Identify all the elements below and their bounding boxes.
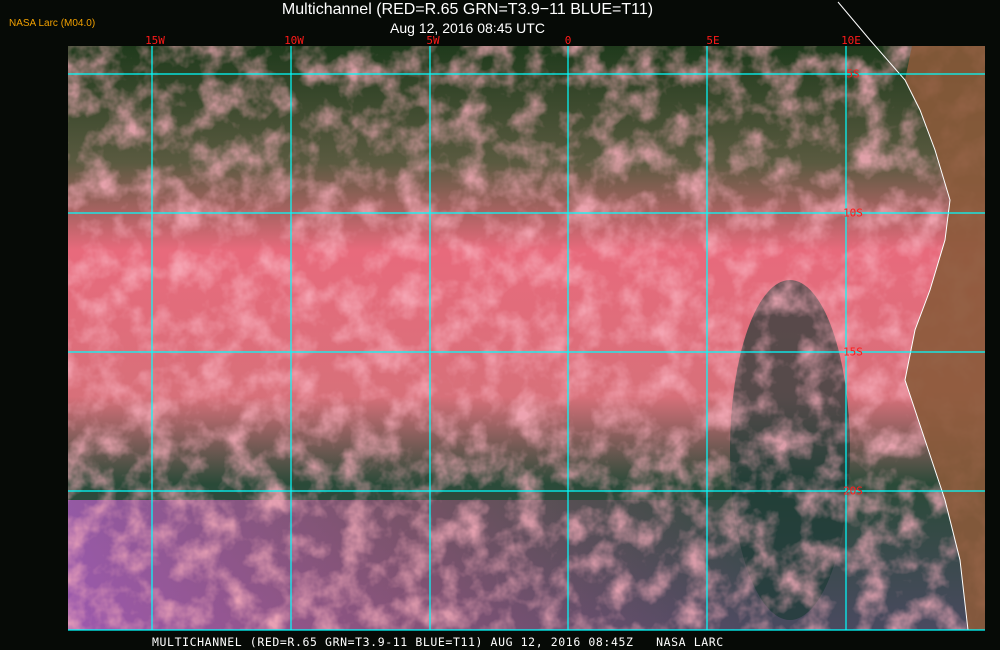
image-timestamp: Aug 12, 2016 08:45 UTC [390,20,545,36]
longitude-label: 10W [284,34,304,47]
footer-caption: MULTICHANNEL (RED=R.65 GRN=T3.9-11 BLUE=… [152,635,724,649]
cloud-texture [68,46,985,630]
longitude-label: 0 [564,34,572,47]
graticule [68,46,985,631]
longitude-label: 10E [841,34,861,47]
longitude-label: 15W [145,34,165,47]
longitude-label: 5E [706,34,720,47]
credit-label: NASA Larc (M04.0) [9,18,96,29]
longitude-label: 5W [426,34,440,47]
coastline [837,1,969,631]
latitude-label: 5S [846,67,860,81]
latitude-label: 20S [843,484,863,498]
africa-land [905,46,985,630]
image-title: Multichannel (RED=R.65 GRN=T3.9−11 BLUE=… [281,1,654,18]
latitude-label: 10S [843,206,863,220]
latitude-label: 15S [843,345,863,359]
